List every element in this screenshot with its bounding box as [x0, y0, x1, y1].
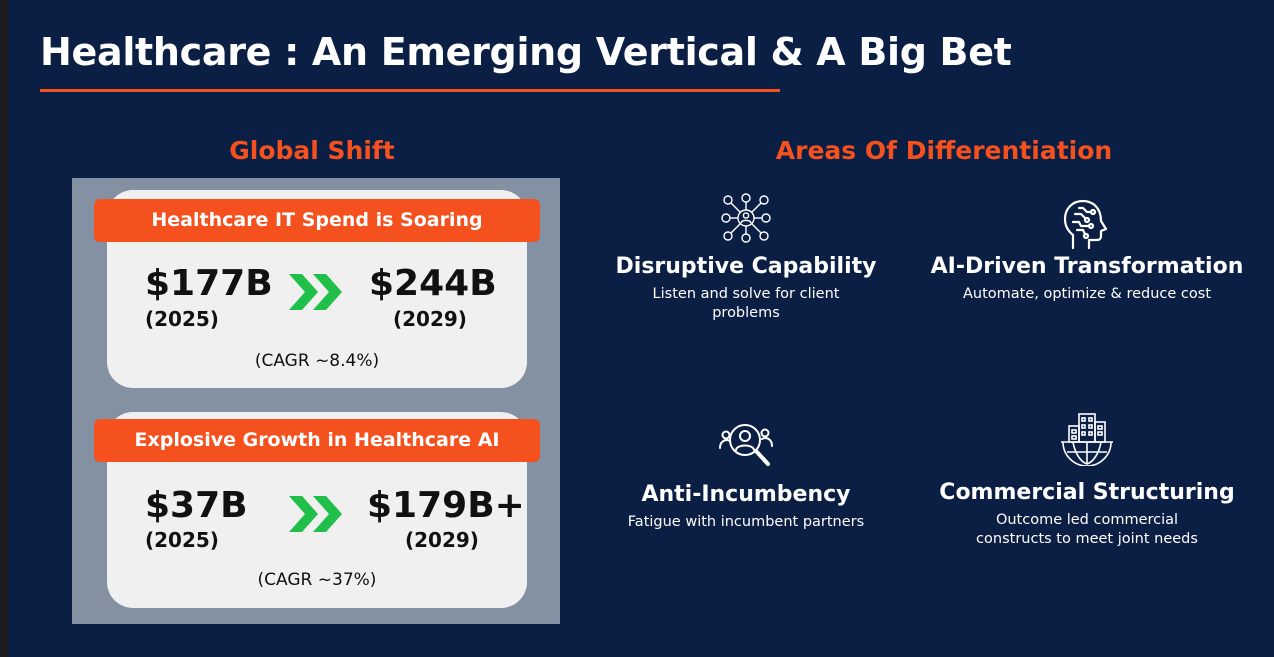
title-underline — [40, 89, 780, 92]
ai-head-icon — [1063, 199, 1108, 250]
feature-title: Anti-Incumbency — [641, 482, 851, 507]
double-chevron-right-icon — [289, 274, 342, 310]
feature-commercial-structuring: Commercial Structuring Outcome led comme… — [922, 410, 1252, 549]
global-shift-heading: Global Shift — [229, 136, 395, 165]
from-amount: $37B — [145, 485, 248, 526]
feature-description: Listen and solve for client problems — [652, 286, 840, 321]
to-year: (2029) — [393, 307, 467, 331]
from-year: (2025) — [145, 528, 219, 552]
slide: Healthcare : An Emerging Vertical & A Bi… — [8, 0, 1274, 657]
feature-description: Fatigue with incumbent partners — [627, 514, 865, 530]
feature-description: Automate, optimize & reduce cost — [962, 286, 1212, 302]
healthcare-ai-banner: Explosive Growth in Healthcare AI — [94, 419, 540, 462]
feature-disruptive-capability: Disruptive Capability Listen and solve f… — [581, 190, 911, 323]
feature-title: Disruptive Capability — [615, 254, 877, 279]
from-amount: $177B — [145, 263, 273, 304]
to-amount: $179B+ — [367, 485, 525, 526]
people-search-icon — [719, 424, 773, 466]
feature-ai-driven-transformation: AI-Driven Transformation Automate, optim… — [922, 196, 1252, 304]
from-year: (2025) — [145, 307, 219, 331]
global-shift-panel: $177B (2025) $244B (2029) (CAGR ~8.4%) $… — [72, 178, 560, 624]
areas-of-differentiation-heading: Areas Of Differentiation — [775, 136, 1113, 165]
double-chevron-right-icon — [289, 496, 342, 532]
feature-anti-incumbency: Anti-Incumbency Fatigue with incumbent p… — [581, 418, 911, 532]
feature-title: AI-Driven Transformation — [930, 254, 1244, 279]
feature-description: Outcome led commercial constructs to mee… — [976, 512, 1198, 547]
to-year: (2029) — [405, 528, 479, 552]
global-building-icon — [1061, 413, 1113, 466]
cagr-label: (CAGR ~37%) — [257, 570, 377, 590]
cagr-label: (CAGR ~8.4%) — [254, 351, 380, 371]
slide-title: Healthcare : An Emerging Vertical & A Bi… — [40, 30, 1012, 74]
to-amount: $244B — [369, 263, 497, 304]
user-network-icon — [721, 193, 771, 243]
feature-title: Commercial Structuring — [939, 480, 1235, 505]
it-spend-banner: Healthcare IT Spend is Soaring — [94, 199, 540, 242]
